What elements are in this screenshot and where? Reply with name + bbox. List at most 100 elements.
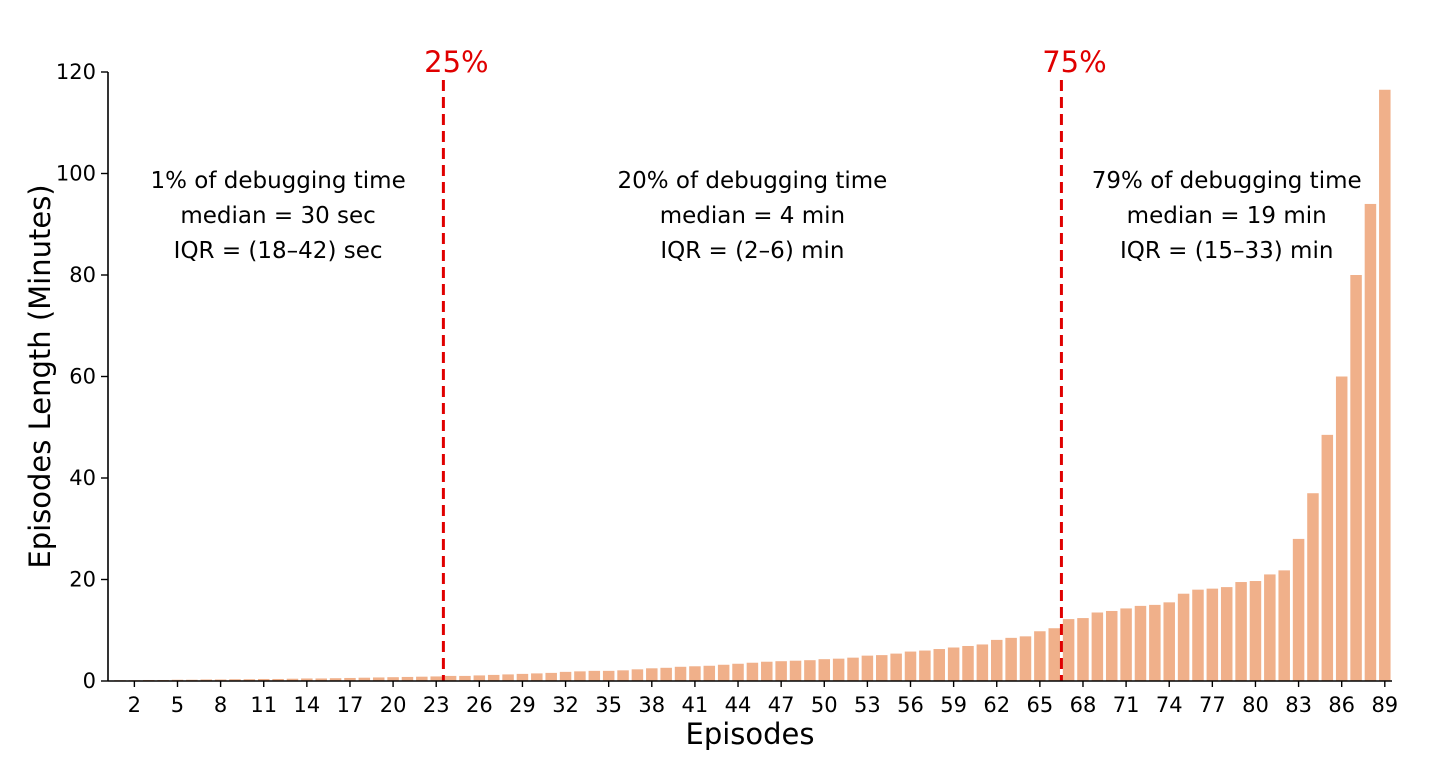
y-tick-label: 60	[69, 365, 96, 389]
bar-episode-78	[1220, 587, 1233, 681]
x-tick-label: 53	[854, 693, 881, 717]
x-tick-label: 50	[811, 693, 838, 717]
x-tick-label: 29	[509, 693, 536, 717]
region-annotation-line: IQR = (18–42) sec	[174, 238, 383, 264]
x-tick-label: 77	[1199, 693, 1226, 717]
bar-episode-11	[257, 678, 270, 681]
bar-episode-18	[358, 677, 371, 681]
bar-episode-88	[1364, 203, 1377, 681]
bar-episode-26	[473, 675, 486, 681]
bar-episode-33	[574, 671, 586, 681]
bar-episode-52	[847, 657, 859, 681]
x-tick-label: 47	[768, 693, 795, 717]
bar-episode-51	[832, 658, 845, 681]
bar-episode-62	[991, 639, 1003, 681]
bar-episode-55	[890, 653, 902, 681]
bar-episode-48	[789, 660, 802, 681]
bar-episode-17	[344, 677, 356, 681]
y-tick-label: 120	[56, 60, 96, 84]
bars-group	[114, 89, 1391, 682]
bar-episode-53	[861, 655, 874, 682]
bar-episode-72	[1134, 605, 1147, 681]
x-tick-label: 20	[380, 693, 407, 717]
y-tick-label: 100	[56, 162, 96, 186]
bar-episode-75	[1177, 593, 1190, 681]
bar-episode-49	[804, 660, 816, 681]
x-tick-label: 89	[1371, 693, 1398, 717]
bar-episode-16	[329, 678, 342, 681]
annotations-group: 1% of debugging time median = 30 sec IQR =…	[150, 168, 1361, 264]
bar-episode-79	[1235, 582, 1247, 681]
bar-episode-42	[703, 665, 716, 681]
bar-episode-29	[516, 673, 529, 681]
bar-episode-24	[444, 675, 457, 681]
x-tick-label: 17	[337, 693, 364, 717]
bar-episode-84	[1307, 493, 1319, 681]
x-tick-label: 8	[214, 693, 227, 717]
x-tick-label: 26	[466, 693, 493, 717]
x-axis-title: Episodes	[686, 717, 815, 751]
x-tick-label: 2	[128, 693, 141, 717]
region-annotation-line: IQR = (15–33) min	[1120, 238, 1333, 264]
x-tick-label: 14	[293, 693, 320, 717]
bar-episode-12	[272, 678, 284, 681]
bar-episode-15	[315, 678, 327, 681]
region-annotation-line: median = 30 sec	[180, 203, 375, 229]
marker-lines-group: 25% 75%	[424, 45, 1107, 681]
bar-episode-54	[876, 655, 888, 681]
bar-episode-22	[416, 676, 428, 681]
bar-episode-21	[401, 676, 414, 681]
bar-episode-44	[732, 663, 744, 681]
bar-episode-43	[717, 664, 730, 681]
bar-episode-35	[602, 670, 615, 681]
bar-episode-50	[818, 659, 831, 681]
bar-episode-86	[1335, 376, 1348, 681]
x-tick-label: 32	[552, 693, 579, 717]
x-tick-label: 74	[1156, 693, 1183, 717]
bar-episode-70	[1105, 610, 1118, 681]
bar-episode-46	[761, 661, 773, 681]
bar-episode-65	[1034, 631, 1046, 681]
percentile-marker-label: 75%	[1042, 45, 1106, 79]
region-annotation-line: 1% of debugging time	[150, 168, 405, 194]
bar-episode-69	[1091, 612, 1104, 681]
x-tick-label: 5	[171, 693, 184, 717]
bar-episode-32	[559, 671, 572, 681]
x-tick-label: 38	[638, 693, 665, 717]
x-tick-label: 80	[1242, 693, 1269, 717]
region-annotation-line: median = 4 min	[660, 203, 845, 229]
bar-episode-71	[1120, 608, 1132, 681]
x-tick-label: 44	[725, 693, 752, 717]
bar-episode-36	[617, 670, 629, 681]
bar-episode-47	[775, 661, 787, 681]
bar-episode-77	[1206, 588, 1219, 681]
y-tick-label: 20	[69, 568, 96, 592]
bar-episode-37	[631, 669, 644, 681]
bar-episode-20	[387, 677, 399, 681]
region-annotation-line: IQR = (2–6) min	[660, 238, 844, 264]
bar-episode-60	[962, 645, 974, 681]
bar-episode-23	[430, 676, 442, 681]
x-ticks-group: 2 5 8 11 14 17 20 23 26 29 32 35 38 41 44 47 50 53 56 59 62 6…	[128, 681, 1398, 717]
bar-episode-63	[1005, 637, 1017, 681]
percentile-marker-label: 25%	[424, 45, 488, 79]
bar-episode-83	[1292, 538, 1305, 681]
bar-episode-81	[1264, 574, 1276, 681]
bar-episode-13	[286, 678, 299, 681]
bar-episode-57	[919, 650, 931, 681]
bar-episode-34	[588, 670, 601, 681]
bar-episode-19	[372, 677, 385, 681]
bar-episode-67	[1062, 619, 1075, 681]
x-tick-label: 11	[250, 693, 277, 717]
x-tick-label: 62	[983, 693, 1010, 717]
bar-episode-28	[502, 674, 514, 681]
region-annotation-line: median = 19 min	[1127, 203, 1327, 229]
bar-episode-66	[1048, 628, 1060, 681]
bar-episode-76	[1192, 589, 1204, 681]
bar-episode-40	[674, 666, 687, 681]
bar-episode-25	[459, 675, 471, 681]
x-tick-label: 86	[1328, 693, 1355, 717]
bar-episode-87	[1350, 275, 1362, 681]
x-tick-label: 71	[1113, 693, 1140, 717]
